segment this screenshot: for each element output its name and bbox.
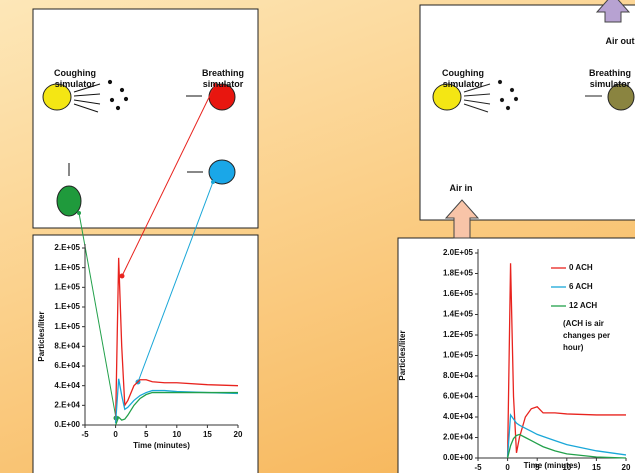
- y-tick-label: 1.8E+05: [443, 269, 474, 278]
- legend-label: 0 ACH: [569, 263, 593, 272]
- right-chart-box: [398, 238, 635, 473]
- y-tick-label: 2.0E+05: [443, 248, 474, 257]
- y-tick-label: 2.E+05: [54, 243, 80, 252]
- x-tick-label: 0: [505, 463, 510, 472]
- y-tick-label: 1.4E+05: [443, 310, 474, 319]
- y-tick-label: 1.E+05: [54, 322, 80, 331]
- x-tick-label: 5: [144, 430, 149, 439]
- x-tick-label: 0: [113, 430, 118, 439]
- y-tick-label: 8.E+04: [54, 341, 80, 350]
- breath-label: Breathing simulator: [188, 68, 258, 90]
- y-tick-label: 0.E+00: [54, 420, 80, 429]
- y-tick-label: 2.0E+04: [443, 433, 474, 442]
- y-axis-title: Particles/liter: [37, 311, 46, 361]
- page: 0.E+00 2.E+04 4.E+04 6.E+04 8.E+04 1.E+05 1.E+…: [0, 0, 635, 473]
- y-tick-label: 4.0E+04: [443, 412, 474, 421]
- legend-label: 12 ACH: [569, 301, 597, 310]
- x-tick-label: 20: [234, 430, 243, 439]
- x-tick-label: -5: [474, 463, 482, 472]
- x-tick-label: 10: [172, 430, 181, 439]
- y-tick-label: 0.0E+00: [443, 453, 474, 462]
- y-axis-title: Particles/liter: [398, 330, 407, 380]
- x-axis-title: Time (minutes): [524, 461, 581, 470]
- x-tick-label: 15: [203, 430, 212, 439]
- y-tick-label: 1.E+05: [54, 263, 80, 272]
- air-out-label: Air out: [590, 36, 635, 47]
- cough-label: Coughing simulator: [40, 68, 110, 90]
- air-in-label: Air in: [436, 183, 486, 194]
- breath-label: Breathing simulator: [575, 68, 635, 90]
- y-tick-label: 8.0E+04: [443, 371, 474, 380]
- y-tick-label: 1.6E+05: [443, 289, 474, 298]
- annotation: (ACH is air changes per hour): [563, 318, 629, 354]
- y-tick-label: 1.2E+05: [443, 330, 474, 339]
- y-tick-label: 4.E+04: [54, 381, 80, 390]
- x-axis-title: Time (minutes): [133, 441, 190, 450]
- y-tick-label: 1.E+05: [54, 282, 80, 291]
- y-tick-label: 6.0E+04: [443, 392, 474, 401]
- y-tick-label: 2.E+04: [54, 400, 80, 409]
- y-tick-label: 1.0E+05: [443, 351, 474, 360]
- x-tick-label: 15: [592, 463, 601, 472]
- y-tick-label: 6.E+04: [54, 361, 80, 370]
- cough-label: Coughing simulator: [428, 68, 498, 90]
- x-tick-label: 20: [622, 463, 631, 472]
- x-tick-label: -5: [81, 430, 89, 439]
- legend-label: 6 ACH: [569, 282, 593, 291]
- y-tick-label: 1.E+05: [54, 302, 80, 311]
